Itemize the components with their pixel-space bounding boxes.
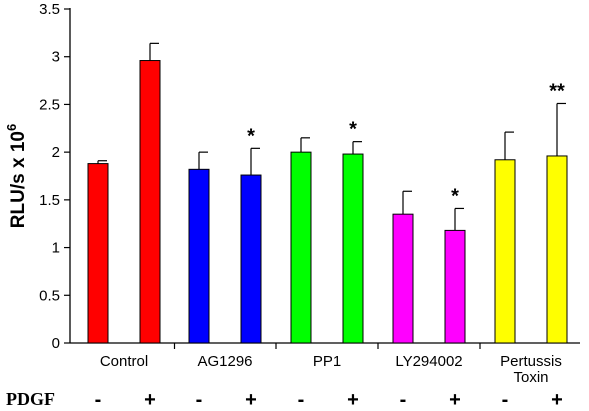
- y-tick-label: 1: [52, 240, 60, 257]
- bar: [494, 159, 516, 344]
- y-tick-label: 2: [52, 144, 60, 161]
- pdgf-sign: +: [245, 389, 257, 411]
- significance-marker: *: [451, 185, 459, 207]
- bar: [188, 168, 210, 344]
- y-tick-label: 0.5: [39, 287, 60, 304]
- bar: [290, 151, 312, 344]
- category-label: PP1: [313, 353, 341, 370]
- bar: [87, 163, 109, 344]
- category-label: Toxin: [513, 369, 548, 386]
- pdgf-sign: -: [298, 389, 305, 411]
- significance-marker: *: [349, 119, 357, 141]
- category-label: Pertussis: [500, 353, 562, 370]
- pdgf-sign: -: [502, 389, 509, 411]
- bar: [546, 155, 568, 344]
- pdgf-row-label: PDGF: [6, 389, 55, 409]
- significance-marker: **: [549, 80, 565, 102]
- pdgf-sign: +: [347, 389, 359, 411]
- y-tick-label: 3: [52, 49, 60, 66]
- bar: [240, 174, 262, 344]
- pdgf-sign: -: [196, 389, 203, 411]
- y-tick-label: 3.5: [39, 1, 60, 18]
- y-tick-label: 1.5: [39, 192, 60, 209]
- bar: [392, 213, 414, 344]
- significance-marker: *: [247, 125, 255, 147]
- pdgf-sign: -: [400, 389, 407, 411]
- y-tick-label: 0: [52, 335, 60, 352]
- category-label: AG1296: [197, 353, 252, 370]
- pdgf-sign: +: [144, 389, 156, 411]
- y-axis-label-text: RLU/s x 10: [8, 131, 29, 228]
- y-tick-label: 2.5: [39, 96, 60, 113]
- category-label: Control: [100, 353, 148, 370]
- pdgf-sign: -: [95, 389, 102, 411]
- y-axis-label: RLU/s x 106: [4, 124, 29, 228]
- y-axis-label-superscript: 6: [4, 124, 19, 131]
- bar: [342, 153, 364, 344]
- category-label: LY294002: [395, 353, 462, 370]
- pdgf-sign: +: [551, 389, 563, 411]
- pdgf-sign: +: [449, 389, 461, 411]
- bar: [444, 229, 466, 344]
- bar: [139, 60, 161, 344]
